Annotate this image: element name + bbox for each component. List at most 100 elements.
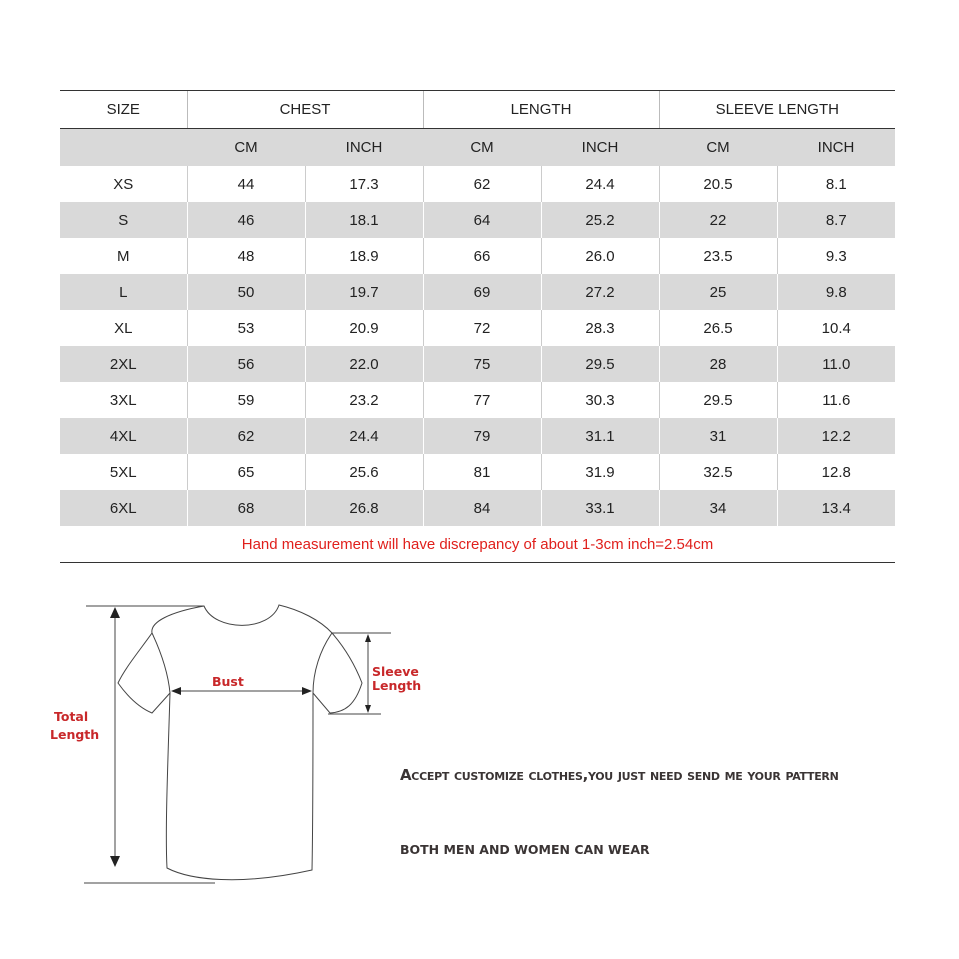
total-length-label-2: Length <box>50 727 99 742</box>
size-cell: XS <box>113 175 134 193</box>
value-cell: 8.1 <box>776 166 896 202</box>
value-cell: 62 <box>422 166 541 202</box>
measurement-note: Hand measurement will have discrepancy o… <box>60 526 896 563</box>
table-row: 4XL 62 24.4 79 31.1 31 12.2 <box>60 418 896 454</box>
table-row: 3XL 59 23.2 77 30.3 29.5 11.6 <box>60 382 896 418</box>
value-cell: 27.2 <box>540 274 659 310</box>
value-cell: 79 <box>422 418 541 454</box>
value-cell: 26.5 <box>658 310 777 346</box>
size-cell: M <box>117 247 130 265</box>
unit-blank <box>60 128 187 166</box>
size-cell: 5XL <box>109 463 137 481</box>
value-cell: 84 <box>422 490 541 526</box>
value-cell: 32.5 <box>658 454 777 490</box>
left-sleeve-seam <box>151 632 171 694</box>
value-cell: 11.0 <box>776 346 896 382</box>
arrow-right-icon <box>302 687 312 695</box>
value-cell: 56 <box>186 346 305 382</box>
value-cell: 31.1 <box>540 418 659 454</box>
value-cell: 19.7 <box>304 274 423 310</box>
value-cell: 65 <box>186 454 305 490</box>
value-cell: 44 <box>186 166 305 202</box>
value-cell: 33.1 <box>540 490 659 526</box>
value-cell: 77 <box>422 382 541 418</box>
size-table: SIZE CHEST LENGTH SLEEVE LENGTH CM INCH … <box>60 90 896 563</box>
unit-cell: CM <box>187 128 305 166</box>
value-cell: 68 <box>186 490 305 526</box>
value-cell: 25.2 <box>540 202 659 238</box>
arrow-up-icon <box>110 607 120 618</box>
value-cell: 29.5 <box>540 346 659 382</box>
header-sleeve-length: SLEEVE LENGTH <box>658 90 896 129</box>
value-cell: 30.3 <box>540 382 659 418</box>
value-cell: 13.4 <box>776 490 896 526</box>
value-cell: 64 <box>422 202 541 238</box>
value-cell: 23.2 <box>304 382 423 418</box>
value-cell: 50 <box>186 274 305 310</box>
size-cell: S <box>60 202 187 238</box>
value-cell: 31 <box>658 418 777 454</box>
value-cell: 11.6 <box>776 382 896 418</box>
value-cell: 22 <box>658 202 777 238</box>
table-row: XS 44 17.3 62 24.4 20.5 8.1 <box>60 166 896 202</box>
value-cell: 12.8 <box>776 454 896 490</box>
table-header-row: SIZE CHEST LENGTH SLEEVE LENGTH <box>60 90 896 129</box>
value-cell: 29.5 <box>658 382 777 418</box>
value-cell: 26.0 <box>540 238 659 274</box>
table-row: L 50 19.7 69 27.2 25 9.8 <box>60 274 896 310</box>
value-cell: 24.4 <box>540 166 659 202</box>
value-cell: 69 <box>422 274 541 310</box>
value-cell: 17.3 <box>304 166 423 202</box>
table-row: 5XL 65 25.6 81 31.9 32.5 12.8 <box>60 454 896 490</box>
value-cell: 8.7 <box>776 202 896 238</box>
arrow-down-icon <box>110 856 120 867</box>
value-cell: 31.9 <box>540 454 659 490</box>
header-size: SIZE <box>60 90 187 129</box>
sleeve-label-2: Length <box>372 678 421 693</box>
value-cell: 28 <box>658 346 777 382</box>
table-row: XL 53 20.9 72 28.3 26.5 10.4 <box>60 310 896 346</box>
size-cell: 2XL <box>60 346 187 382</box>
value-cell: 66 <box>422 238 541 274</box>
note-row: Hand measurement will have discrepancy o… <box>60 526 896 563</box>
value-cell: 59 <box>186 382 305 418</box>
unisex-note: BOTH MEN AND WOMEN CAN WEAR <box>400 842 650 857</box>
value-cell: 18.9 <box>304 238 423 274</box>
value-cell: 46 <box>186 202 305 238</box>
header-length: LENGTH <box>422 90 659 129</box>
value-cell: 62 <box>186 418 305 454</box>
arrow-up-icon <box>365 634 371 642</box>
tshirt-outline <box>117 604 363 881</box>
size-cell: 4XL <box>60 418 187 454</box>
sleeve-label-1: Sleeve <box>372 664 419 679</box>
table-row: 2XL 56 22.0 75 29.5 28 11.0 <box>60 346 896 382</box>
value-cell: 12.2 <box>776 418 896 454</box>
value-cell: 10.4 <box>776 310 896 346</box>
unit-cell: INCH <box>305 128 423 166</box>
table-row: S 46 18.1 64 25.2 22 8.7 <box>60 202 896 238</box>
value-cell: 53 <box>186 310 305 346</box>
value-cell: 20.5 <box>658 166 777 202</box>
unit-cell: CM <box>659 128 777 166</box>
size-cell: XL <box>114 319 133 337</box>
unit-cell: INCH <box>541 128 659 166</box>
arrow-left-icon <box>171 687 181 695</box>
size-cell: L <box>60 274 187 310</box>
right-sleeve-seam <box>312 632 333 694</box>
arrow-down-icon <box>365 705 371 713</box>
unit-cell: INCH <box>777 128 896 166</box>
value-cell: 9.3 <box>776 238 896 274</box>
header-chest: CHEST <box>186 90 423 129</box>
value-cell: 18.1 <box>304 202 423 238</box>
table-row: M 48 18.9 66 26.0 23.5 9.3 <box>60 238 896 274</box>
value-cell: 28.3 <box>540 310 659 346</box>
size-cell: 3XL <box>109 391 137 409</box>
value-cell: 34 <box>658 490 777 526</box>
value-cell: 20.9 <box>304 310 423 346</box>
value-cell: 9.8 <box>776 274 896 310</box>
value-cell: 25.6 <box>304 454 423 490</box>
value-cell: 81 <box>422 454 541 490</box>
value-cell: 26.8 <box>304 490 423 526</box>
